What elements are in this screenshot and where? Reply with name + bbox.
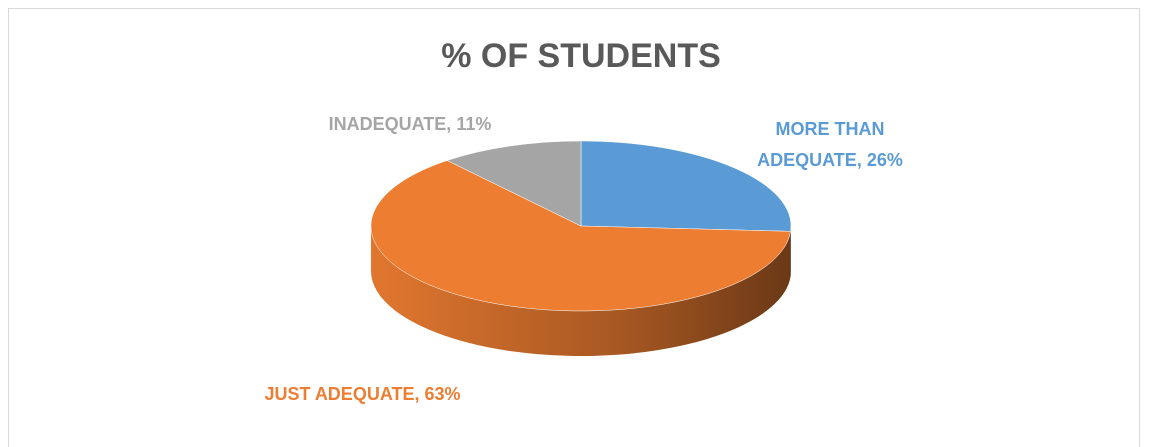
label-category: INADEQUATE [328,114,447,134]
label-value: 63% [424,384,461,404]
data-label: MORE THAN ADEQUATE, 26% [757,119,903,170]
label-value: 11% [456,114,492,134]
data-label: JUST ADEQUATE, 63% [264,384,461,404]
data-label: INADEQUATE, 11% [328,114,492,134]
pie-slice [580,140,792,232]
chart-frame [8,8,1140,447]
pie-slice [370,160,791,312]
label-value: 26% [866,150,903,170]
pie-slice [446,140,582,227]
label-category: MORE THAN ADEQUATE [757,119,885,170]
chart-title: % OF STUDENTS [441,37,721,75]
label-category: JUST ADEQUATE [264,384,415,404]
slice-side-shade [370,226,791,357]
